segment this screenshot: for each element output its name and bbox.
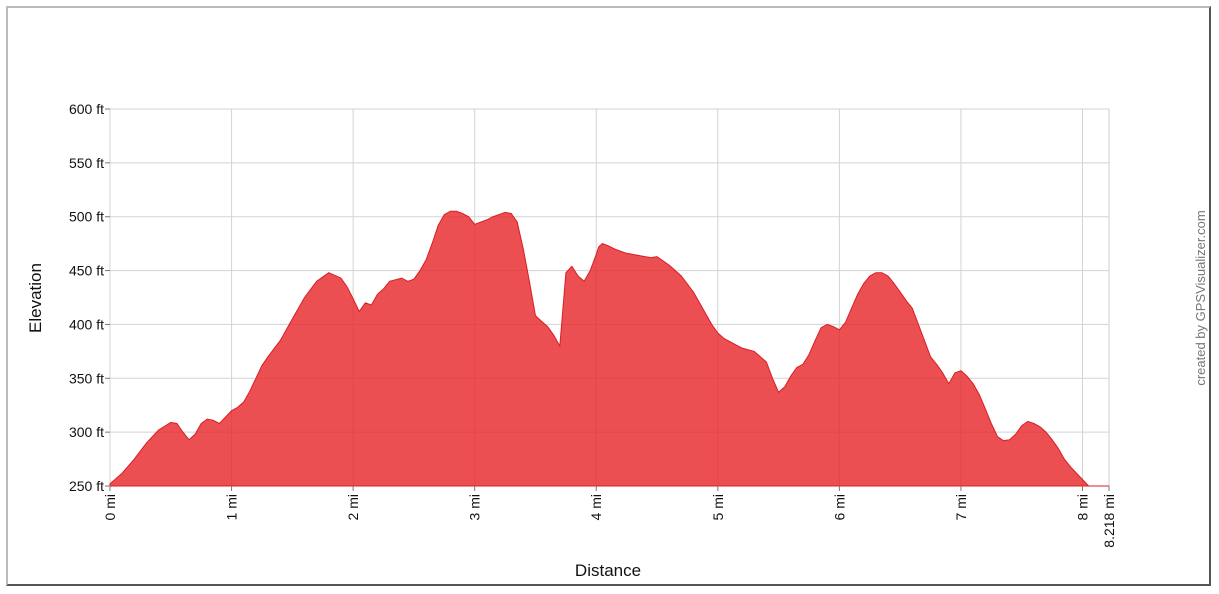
x-tick-label: 5 mi — [710, 494, 726, 520]
x-tick-label: 4 mi — [588, 494, 604, 520]
credit-label: created by GPSVisualizer.com — [1193, 210, 1208, 385]
y-tick-label: 600 ft — [69, 101, 104, 117]
y-tick-label: 250 ft — [69, 478, 104, 494]
y-tick-label: 350 ft — [69, 370, 104, 386]
y-tick-label: 300 ft — [69, 424, 104, 440]
x-tick-label: 7 mi — [953, 494, 969, 520]
x-tick-label: 3 mi — [467, 494, 483, 520]
y-tick-label: 400 ft — [69, 316, 104, 332]
x-tick-label: 1 mi — [224, 494, 240, 520]
x-axis-title: Distance — [575, 561, 641, 580]
y-axis-ticks: 250 ft 300 ft 350 ft 400 ft 450 ft 500 ft 550 … — [69, 101, 110, 494]
y-axis-title: Elevation — [26, 263, 45, 333]
x-tick-label: 6 mi — [831, 494, 847, 520]
x-tick-label: 8.218 mi — [1101, 494, 1117, 548]
y-tick-label: 500 ft — [69, 209, 104, 225]
x-axis-ticks: 0 mi 1 mi 2 mi 3 mi 4 mi 5 mi 6 mi 7 mi 8 mi 8.21… — [102, 486, 1117, 548]
x-tick-label: 0 mi — [102, 494, 118, 520]
x-tick-label: 2 mi — [345, 494, 361, 520]
x-tick-label: 8 mi — [1074, 494, 1090, 520]
y-tick-label: 450 ft — [69, 263, 104, 279]
elevation-area-series — [109, 210, 1109, 487]
y-tick-label: 550 ft — [69, 155, 104, 171]
